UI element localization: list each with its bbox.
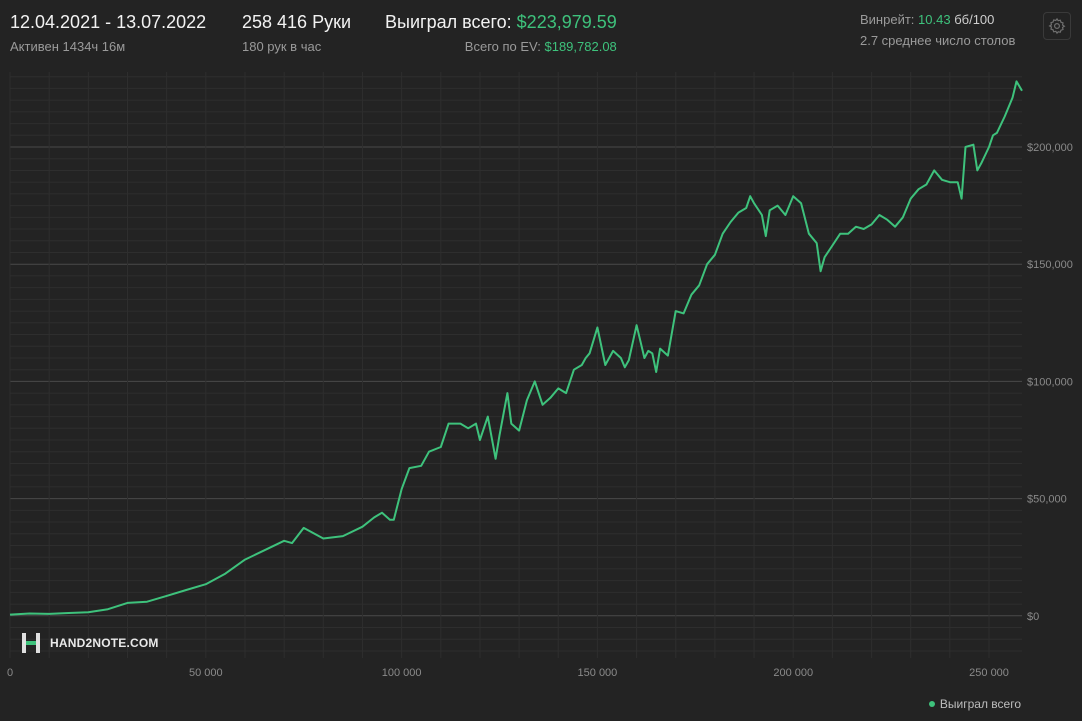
settings-button[interactable] — [1043, 12, 1071, 40]
won-label: Выиграл всего: — [385, 12, 512, 32]
y-tick-label: $50,000 — [1027, 494, 1067, 506]
x-tick-label: 150 000 — [578, 667, 618, 679]
ev-value: $189,782.08 — [544, 39, 617, 54]
legend-marker — [928, 701, 935, 707]
y-tick-label: $150,000 — [1027, 259, 1073, 271]
avg-tables: 2.7 среднее число столов — [860, 33, 1016, 48]
y-tick-label: $100,000 — [1027, 376, 1073, 388]
winrate: Винрейт: 10.43 бб/100 — [860, 12, 1015, 27]
ev-total: Всего по EV: $189,782.08 — [385, 39, 617, 54]
active-time: Активен 1434ч 16м — [10, 39, 126, 54]
y-tick-label: $200,000 — [1027, 142, 1073, 154]
x-axis: 0 50 000 100 000 150 000 200 000 250 000 — [7, 667, 1009, 679]
logo-text: HAND2NOTE.COM — [50, 636, 159, 650]
legend: Выиграл всего — [928, 697, 1021, 711]
series-layer — [9, 80, 1023, 616]
series-line — [9, 80, 1023, 616]
x-tick-label: 0 — [7, 667, 13, 679]
winrate-label: Винрейт: — [860, 12, 915, 27]
won-total: Выиграл всего: $223,979.59 — [385, 12, 617, 33]
x-tick-label: 50 000 — [189, 667, 223, 679]
x-tick-label: 250 000 — [969, 667, 1009, 679]
hands-block: 258 416 Руки 180 рук в час — [242, 12, 351, 54]
won-block: Выиграл всего: $223,979.59 Всего по EV: … — [385, 12, 617, 54]
winrate-unit: бб/100 — [954, 12, 995, 27]
x-tick-label: 200 000 — [773, 667, 813, 679]
date-block: 12.04.2021 - 13.07.2022 Активен 1434ч 16… — [10, 12, 206, 54]
date-range: 12.04.2021 - 13.07.2022 — [10, 12, 207, 32]
ev-label: Всего по EV: — [464, 39, 541, 54]
y-tick-label: $0 — [1027, 611, 1039, 623]
x-tick-label: 100 000 — [382, 667, 422, 679]
gear-icon — [1048, 17, 1066, 35]
hand2note-logo: HAND2NOTE.COM — [20, 632, 159, 654]
y-axis: $0 $50,000 $100,000 $150,000 $200,000 — [1027, 142, 1073, 623]
hands-count: 258 416 Руки — [242, 12, 352, 32]
legend-label: Выиграл всего — [939, 697, 1021, 711]
won-value: $223,979.59 — [516, 12, 617, 32]
h2n-logo-icon — [22, 633, 40, 653]
hands-per-hour: 180 рук в час — [242, 39, 322, 54]
winrate-value: 10.43 — [918, 12, 951, 27]
grid — [9, 72, 1022, 658]
stats-block: Винрейт: 10.43 бб/100 2.7 среднее число … — [860, 12, 1015, 48]
